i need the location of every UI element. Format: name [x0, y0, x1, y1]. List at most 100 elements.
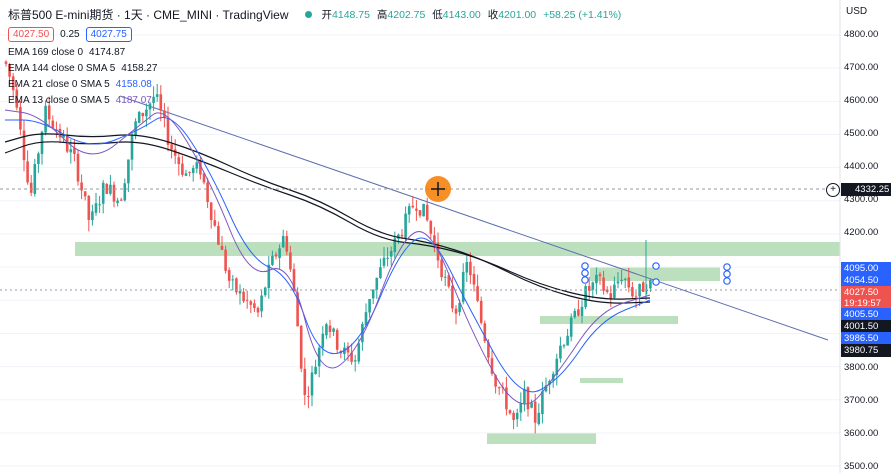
candle-body [584, 286, 587, 308]
candle-body [44, 105, 47, 133]
drawing-handle-icon [723, 270, 731, 278]
candle-body [159, 94, 163, 111]
drawing-handle-icon [652, 262, 660, 270]
price-zone [580, 378, 623, 383]
add-alert-plus-icon[interactable]: + [826, 183, 840, 197]
candle-body [418, 210, 422, 216]
drawing-handle-icon [652, 278, 660, 286]
candle-body [299, 325, 303, 369]
candle-body [397, 234, 400, 239]
candle-body [274, 254, 278, 257]
candle-body [116, 200, 119, 204]
candle-body [29, 182, 33, 193]
candle-body [65, 136, 69, 152]
candle-body [361, 324, 364, 343]
price-tick: 4400.00 [844, 161, 879, 172]
candle-body [127, 159, 130, 184]
candle-body [609, 293, 613, 299]
spread-value: 0.25 [60, 29, 80, 40]
candle-body [98, 204, 101, 206]
candle-body [184, 173, 188, 176]
candle-body [479, 300, 483, 323]
indicator-ema21[interactable]: EMA 21 close 0 SMA 5 4158.08 [8, 79, 152, 90]
candle-body [188, 171, 191, 173]
price-zone [540, 316, 678, 324]
candle-body [8, 64, 11, 77]
candle-body [620, 279, 623, 282]
candle-body [152, 96, 155, 103]
candle-body [137, 111, 141, 123]
candle-body [447, 275, 451, 287]
candle-body [472, 274, 476, 285]
currency-selector[interactable]: USD [846, 6, 868, 17]
buy-price-button[interactable]: 4027.75 [85, 27, 132, 42]
price-zone [487, 433, 596, 444]
candle-body [231, 279, 235, 281]
price-tick: 4300.00 [844, 194, 879, 205]
price-tag: 4054.50 [841, 274, 891, 287]
candle-body [602, 277, 605, 291]
support-resistance-zones [75, 242, 840, 444]
candle-body [328, 325, 332, 332]
candle-body [490, 358, 494, 374]
candle-body [62, 135, 65, 138]
sell-price-button[interactable]: 4027.50 [8, 27, 55, 42]
candle-body [307, 396, 310, 398]
candle-body [555, 358, 559, 375]
candle-body [371, 289, 375, 299]
candle-body [209, 202, 213, 221]
price-tick: 3500.00 [844, 461, 879, 472]
candle-body [566, 335, 569, 346]
candle-body [47, 105, 51, 120]
price-zone [75, 242, 840, 256]
candle-body [285, 236, 289, 252]
candle-body [544, 385, 548, 392]
candle-body [145, 109, 148, 117]
candle-body [364, 312, 368, 326]
candle-body [206, 182, 209, 203]
ema-144-line [4, 133, 651, 304]
candle-body [289, 252, 292, 270]
candle-body [177, 157, 181, 165]
candle-body [101, 182, 105, 204]
candle-body [415, 208, 418, 211]
indicator-ema169[interactable]: EMA 169 close 0 4174.87 [8, 47, 126, 58]
candle-body [292, 269, 296, 291]
candle-body [497, 387, 501, 389]
candle-body [170, 144, 173, 150]
candle-body [469, 261, 472, 276]
candle-body [411, 205, 415, 208]
last-price-tag: 4027.50 [841, 286, 891, 299]
candle-body [451, 285, 454, 309]
candle-body [267, 264, 271, 289]
candle-body [163, 110, 166, 118]
candle-body [112, 184, 116, 202]
candle-body [526, 387, 530, 410]
candle-body [317, 347, 321, 367]
candle-body [310, 372, 314, 396]
candle-body [605, 289, 609, 292]
candle-body [281, 236, 285, 248]
candle-body [195, 162, 199, 169]
candle-body [508, 410, 512, 414]
candle-body [33, 164, 37, 194]
candle-body [386, 257, 389, 259]
candle-body [202, 173, 206, 183]
price-tick: 3700.00 [844, 395, 879, 406]
candle-body [422, 203, 425, 217]
candle-body [325, 324, 328, 336]
candle-body [613, 284, 616, 298]
drawing-handle-icon [723, 277, 731, 285]
candle-body [483, 323, 487, 342]
candle-body [181, 163, 184, 175]
candle-body [559, 345, 562, 359]
ema-21-line [5, 117, 651, 393]
candle-body [26, 161, 29, 183]
indicator-ema13[interactable]: EMA 13 close 0 SMA 5 4187.07 [8, 95, 152, 106]
symbol-title[interactable]: 标普500 E-mini期货 · 1天 · CME_MINI · Trading… [8, 8, 289, 22]
candle-body [393, 238, 397, 253]
candle-body [51, 120, 55, 128]
indicator-ema144[interactable]: EMA 144 close 0 SMA 5 4158.27 [8, 63, 158, 74]
candle-body [227, 270, 231, 281]
